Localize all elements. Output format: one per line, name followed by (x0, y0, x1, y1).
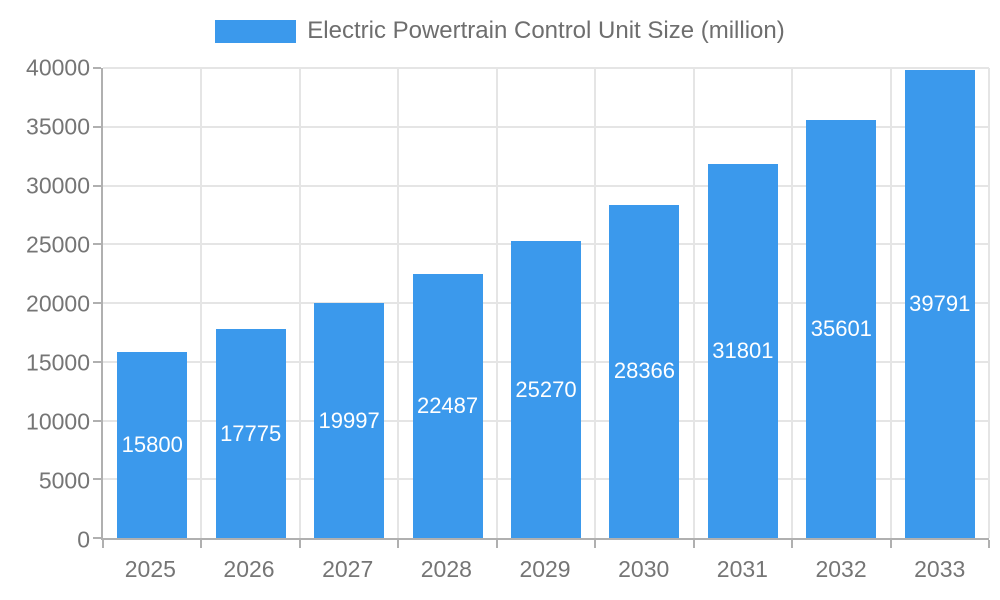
y-axis-tick (93, 360, 101, 363)
x-gridline (791, 68, 794, 538)
x-axis-tick (102, 540, 104, 548)
bar: 15800 (117, 352, 188, 538)
bar: 28366 (609, 204, 680, 538)
bar: 22487 (412, 273, 483, 538)
y-axis-tick (93, 243, 101, 246)
x-axis-tick (397, 540, 400, 548)
y-axis-tick (93, 302, 101, 304)
y-gridline (103, 67, 989, 69)
x-axis-tick (889, 540, 892, 548)
y-axis-tick (93, 478, 101, 481)
y-tick-label: 40000 (26, 54, 90, 81)
x-tick-label: 2029 (519, 556, 571, 582)
x-axis-tick (988, 540, 990, 548)
bar-value-label: 35601 (810, 315, 872, 341)
bar: 25270 (511, 241, 581, 538)
x-gridline (988, 68, 990, 538)
y-tick-label: 35000 (26, 113, 90, 140)
chart-legend-item[interactable]: Electric Powertrain Control Unit Size (m… (0, 14, 1000, 48)
x-gridline (397, 68, 400, 538)
y-tick-label: 15000 (26, 349, 90, 376)
y-tick-label: 5000 (38, 467, 90, 494)
x-axis-tick (298, 540, 301, 548)
x-tick-label: 2025 (124, 556, 176, 582)
x-gridline (692, 68, 695, 538)
y-axis-labels: 0 5000 10000 15000 20000 25000 30000 35000 40000 (0, 55, 90, 553)
legend-swatch (215, 19, 297, 43)
y-axis-tick (93, 184, 101, 187)
x-axis-labels: 2025 2026 2027 2028 2029 2030 2031 2032 2033 (101, 556, 989, 583)
y-axis-tick (93, 125, 101, 128)
y-tick-label: 10000 (26, 408, 90, 435)
x-gridline (594, 68, 597, 538)
x-tick-label: 2027 (322, 556, 374, 582)
y-tick-label: 30000 (26, 172, 90, 199)
x-axis-tick (594, 540, 597, 548)
bar: 19997 (314, 303, 385, 538)
x-tick-label: 2033 (914, 556, 966, 582)
y-axis-tick (93, 419, 101, 422)
y-gridline (103, 184, 989, 187)
x-axis-tick (791, 540, 794, 548)
x-gridline (200, 68, 203, 538)
y-axis-tick (93, 67, 101, 69)
bar-value-label: 19997 (318, 407, 380, 433)
x-axis-tick (495, 540, 498, 548)
bar-value-label: 28366 (613, 358, 676, 384)
bar-value-label: 15800 (121, 432, 183, 458)
x-tick-label: 2032 (815, 556, 867, 582)
bar-value-label: 22487 (416, 392, 479, 418)
y-tick-label: 20000 (26, 290, 90, 317)
y-axis-tick (93, 537, 101, 539)
bar-value-label: 17775 (220, 420, 282, 446)
y-tick-label: 0 (77, 526, 90, 553)
y-gridline (103, 125, 989, 128)
y-tick-label: 25000 (26, 231, 90, 258)
bar: 31801 (707, 164, 778, 538)
x-axis-tick (692, 540, 695, 548)
bar-value-label: 25270 (515, 376, 577, 402)
x-tick-label: 2026 (223, 556, 275, 582)
x-gridline (495, 68, 498, 538)
x-gridline (298, 68, 301, 538)
x-axis-tick (200, 540, 203, 548)
bar: 17775 (215, 329, 286, 538)
bar: 39791 (904, 70, 975, 538)
x-tick-label: 2030 (618, 556, 670, 582)
x-gridline (889, 68, 892, 538)
bar: 35601 (806, 119, 877, 538)
bar-value-label: 39791 (909, 291, 971, 317)
legend-label: Electric Powertrain Control Unit Size (m… (307, 17, 785, 44)
plot-area: 15800 17775 19997 22487 25270 28366 31801 35601… (93, 67, 990, 548)
x-tick-label: 2031 (716, 556, 768, 582)
bar-value-label: 31801 (712, 338, 774, 364)
x-tick-label: 2028 (420, 556, 472, 582)
